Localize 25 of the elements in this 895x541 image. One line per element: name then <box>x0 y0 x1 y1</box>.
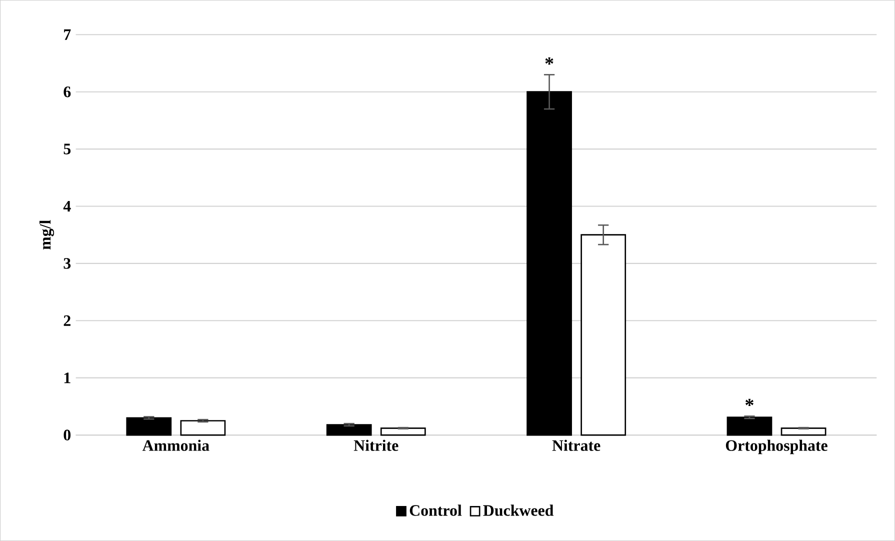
x-tick-label: Nitrate <box>552 440 600 451</box>
bar <box>326 424 372 436</box>
y-tick-label: 6 <box>64 86 71 98</box>
y-tick-label: 4 <box>63 200 71 212</box>
annotation: * <box>545 57 554 65</box>
bar <box>526 91 572 436</box>
x-tick-label: Ammonia <box>142 440 210 451</box>
x-tick-label: Nitrite <box>354 440 398 451</box>
x-tick-label: Ortophosphate <box>726 440 828 454</box>
y-tick-label: 0 <box>64 430 71 440</box>
bar <box>580 234 626 436</box>
annotation: * <box>745 398 754 406</box>
legend-label: Duckweed <box>483 504 554 516</box>
y-tick-label: 3 <box>64 258 71 269</box>
y-axis-title: mg/l <box>39 220 54 250</box>
bar <box>380 427 426 436</box>
bar <box>726 416 772 436</box>
y-tick-label: 2 <box>64 315 70 326</box>
y-tick-label: 1 <box>64 372 70 384</box>
y-tick-label: 5 <box>64 144 71 154</box>
legend-label: Control <box>410 504 462 516</box>
bar <box>780 427 826 436</box>
bar <box>180 420 226 436</box>
y-tick-label: 7 <box>64 29 71 40</box>
bar <box>126 417 172 436</box>
